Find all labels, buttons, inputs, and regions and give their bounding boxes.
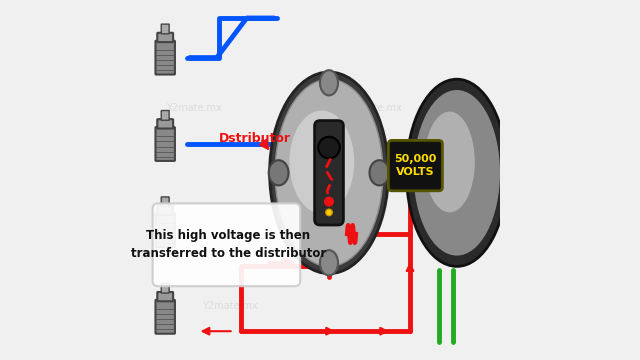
FancyBboxPatch shape [156, 41, 175, 75]
FancyBboxPatch shape [157, 119, 173, 129]
FancyBboxPatch shape [157, 292, 173, 301]
FancyBboxPatch shape [161, 24, 169, 34]
Ellipse shape [406, 79, 508, 266]
FancyBboxPatch shape [156, 213, 175, 247]
FancyBboxPatch shape [161, 197, 169, 207]
Text: Y2mate.mx: Y2mate.mx [256, 211, 312, 221]
Ellipse shape [289, 111, 354, 213]
FancyBboxPatch shape [315, 121, 344, 225]
FancyBboxPatch shape [161, 283, 169, 293]
Text: Y2mate.mx: Y2mate.mx [166, 103, 222, 113]
FancyBboxPatch shape [156, 127, 175, 161]
Ellipse shape [275, 79, 383, 266]
FancyBboxPatch shape [161, 111, 169, 120]
FancyBboxPatch shape [152, 203, 300, 286]
FancyBboxPatch shape [388, 140, 442, 191]
FancyBboxPatch shape [157, 206, 173, 215]
Ellipse shape [269, 72, 388, 274]
Ellipse shape [320, 70, 338, 95]
Text: 50,000
VOLTS: 50,000 VOLTS [394, 154, 436, 177]
Text: Y2mate.mx: Y2mate.mx [202, 301, 258, 311]
Ellipse shape [320, 250, 338, 275]
Circle shape [324, 197, 333, 206]
Circle shape [318, 137, 340, 158]
Ellipse shape [424, 112, 475, 212]
Text: Y2mate.mx: Y2mate.mx [346, 103, 402, 113]
Text: This high voltage is then
transferred to the distributor: This high voltage is then transferred to… [131, 229, 326, 260]
FancyBboxPatch shape [157, 33, 173, 42]
Ellipse shape [413, 90, 500, 256]
Ellipse shape [369, 160, 389, 185]
Ellipse shape [269, 160, 289, 185]
FancyBboxPatch shape [156, 300, 175, 334]
Text: Dstributor: Dstributor [220, 132, 291, 145]
Circle shape [326, 209, 332, 216]
